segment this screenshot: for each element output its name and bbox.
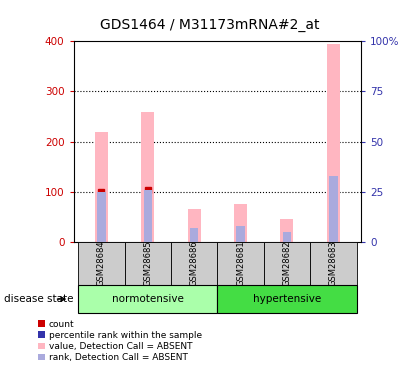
Bar xyxy=(236,226,245,242)
Bar xyxy=(283,232,291,242)
Text: GSM28684: GSM28684 xyxy=(97,241,106,286)
Bar xyxy=(78,285,218,313)
Bar xyxy=(97,192,105,242)
Bar xyxy=(144,190,152,242)
Bar xyxy=(78,242,125,285)
Text: GSM28685: GSM28685 xyxy=(143,241,152,286)
Bar xyxy=(125,242,171,285)
Bar xyxy=(234,204,247,242)
Text: GSM28681: GSM28681 xyxy=(236,241,245,286)
Legend: count, percentile rank within the sample, value, Detection Call = ABSENT, rank, : count, percentile rank within the sample… xyxy=(38,320,202,362)
Text: disease state: disease state xyxy=(4,294,74,304)
Bar xyxy=(329,176,338,242)
Bar xyxy=(171,242,218,285)
Bar xyxy=(188,209,201,242)
Text: GSM28682: GSM28682 xyxy=(283,241,291,286)
Text: GDS1464 / M31173mRNA#2_at: GDS1464 / M31173mRNA#2_at xyxy=(100,18,320,32)
Bar xyxy=(218,285,357,313)
Bar xyxy=(310,242,357,285)
Bar xyxy=(95,132,108,242)
Bar xyxy=(281,219,294,242)
Bar xyxy=(327,44,340,242)
Bar xyxy=(190,228,198,242)
Bar xyxy=(218,242,264,285)
Text: hypertensive: hypertensive xyxy=(253,294,321,304)
Bar xyxy=(264,242,310,285)
Text: normotensive: normotensive xyxy=(112,294,184,304)
Text: GSM28683: GSM28683 xyxy=(329,241,338,286)
Text: GSM28686: GSM28686 xyxy=(190,241,199,286)
Bar xyxy=(141,112,154,242)
